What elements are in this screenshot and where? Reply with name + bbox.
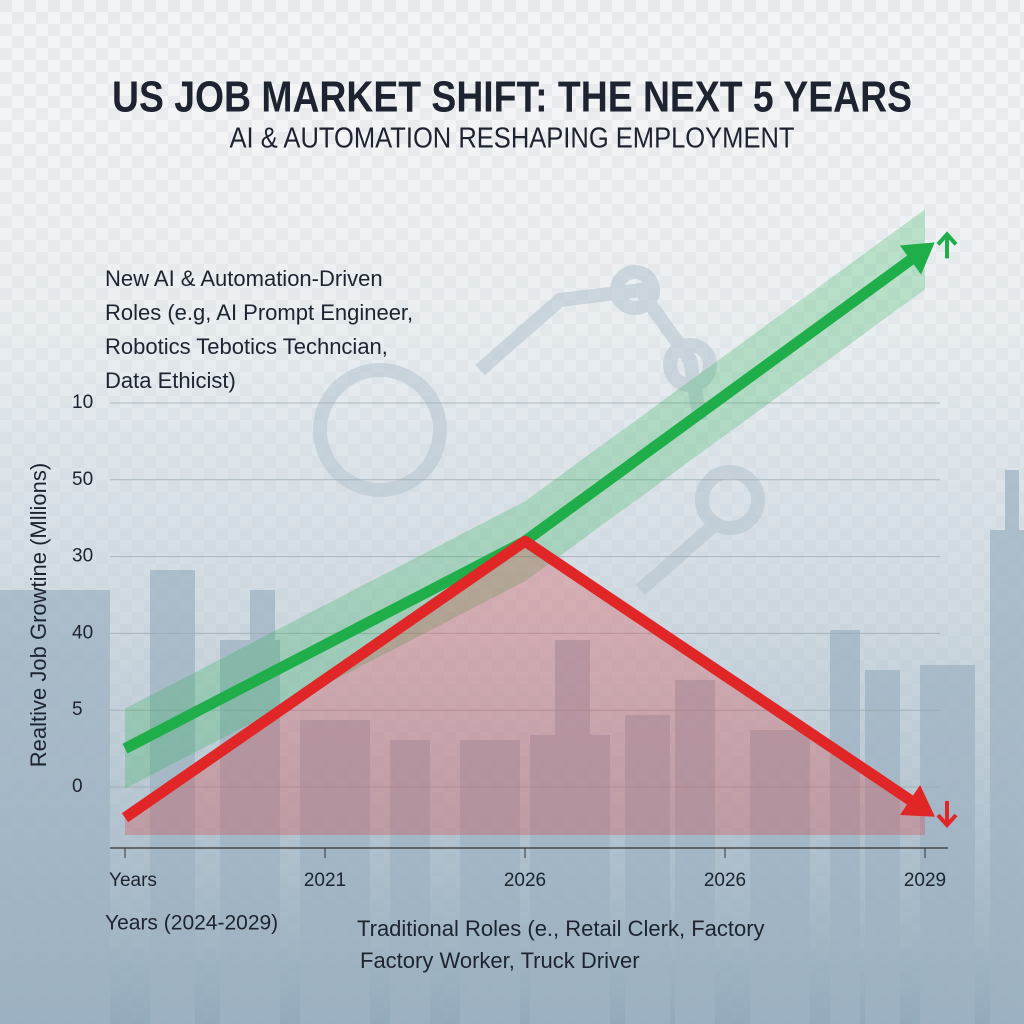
legend-label: Data Ethicist) (105, 368, 236, 393)
trend-icon (936, 231, 958, 259)
x-tick-label: 2026 (704, 870, 746, 891)
legend-label: New AI & Automation-Driven (105, 266, 383, 291)
legend-label: Factory Worker, Truck Driver (360, 948, 640, 973)
x-tick-label: 2026 (504, 870, 546, 891)
y-tick-label: 50 (72, 469, 93, 490)
legend-label: Roles (e.g, AI Prompt Engineer, (105, 300, 413, 325)
y-tick-label: 30 (72, 546, 93, 567)
chart-subtitle: AI & AUTOMATION RESHAPING EMPLOYMENT (230, 123, 795, 155)
x-axis-label: Years (2024-2029) (105, 912, 278, 935)
y-tick-label: 5 (72, 699, 83, 720)
x-tick-label: Years (109, 870, 157, 891)
y-axis-label: Realtive Job Growtine (Mllions) (26, 463, 51, 767)
y-tick-label: 0 (72, 776, 83, 797)
trend-icon (936, 801, 958, 829)
series-line (121, 535, 929, 823)
robot-arm-illustration (313, 265, 765, 596)
arrow-head (899, 242, 935, 275)
legend-label: Traditional Roles (e., Retail Clerk, Fac… (357, 916, 765, 941)
decline-area (125, 541, 925, 835)
y-tick-label: 10 (72, 392, 93, 413)
chart-title: US JOB MARKET SHIFT: THE NEXT 5 YEARS (112, 73, 912, 122)
arrow-head (900, 785, 935, 817)
y-tick-label: 40 (72, 622, 93, 643)
x-tick-label: 2029 (904, 870, 946, 891)
x-tick-label: 2021 (304, 870, 346, 891)
legend-label: Robotics Tebotics Techncian, (105, 334, 388, 359)
